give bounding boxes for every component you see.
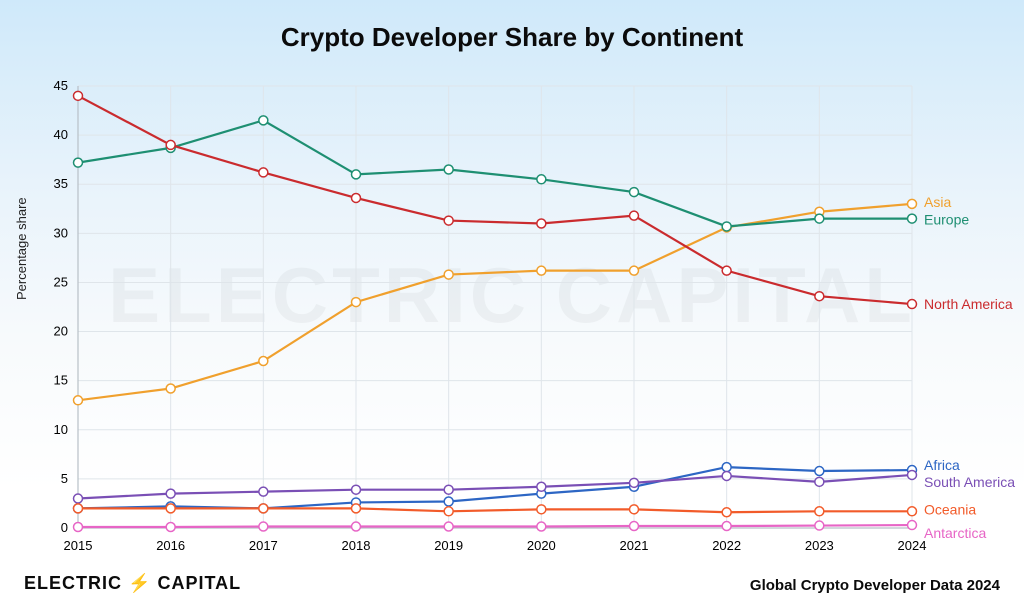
series-marker <box>815 292 824 301</box>
series-line-antarctica <box>78 525 912 527</box>
series-marker <box>630 211 639 220</box>
y-tick-label: 30 <box>54 225 68 240</box>
series-marker <box>74 504 83 513</box>
x-tick-label: 2024 <box>898 538 927 553</box>
series-marker <box>352 298 361 307</box>
series-marker <box>908 199 917 208</box>
series-marker <box>722 508 731 517</box>
x-tick-label: 2022 <box>712 538 741 553</box>
series-marker <box>722 471 731 480</box>
x-tick-label: 2020 <box>527 538 556 553</box>
series-label-north-america: North America <box>924 296 1013 312</box>
series-marker <box>444 485 453 494</box>
series-line-oceania <box>78 508 912 512</box>
series-marker <box>444 270 453 279</box>
series-marker <box>815 467 824 476</box>
series-marker <box>74 523 83 532</box>
series-marker <box>722 266 731 275</box>
series-label-south-america: South America <box>924 474 1015 490</box>
chart-svg: 0 5 10 15 20 25 30 35 40 45 2015 2016 2017 2018 2019 20… <box>0 0 1024 612</box>
series-marker <box>166 384 175 393</box>
series-label-antarctica: Antarctica <box>924 525 986 541</box>
series-marker <box>908 507 917 516</box>
x-tick-label: 2016 <box>156 538 185 553</box>
bolt-icon: ⚡ <box>128 573 151 593</box>
series-marker <box>537 175 546 184</box>
footer-brand: ELECTRIC ⚡ CAPITAL <box>24 573 241 594</box>
y-tick-label: 15 <box>54 373 68 388</box>
y-tick-label: 25 <box>54 274 68 289</box>
series-marker <box>537 219 546 228</box>
series-marker <box>444 507 453 516</box>
series-marker <box>259 504 268 513</box>
x-tick-label: 2018 <box>342 538 371 553</box>
series-marker <box>166 523 175 532</box>
x-tick-label: 2023 <box>805 538 834 553</box>
series-marker <box>74 158 83 167</box>
y-tick-label: 20 <box>54 324 68 339</box>
series-marker <box>166 504 175 513</box>
series-marker <box>908 521 917 530</box>
series-marker <box>352 170 361 179</box>
series-marker <box>630 522 639 531</box>
series-marker <box>630 188 639 197</box>
y-tick-label: 10 <box>54 422 68 437</box>
series-marker <box>352 485 361 494</box>
series-marker <box>259 116 268 125</box>
grid <box>78 86 912 528</box>
series-marker <box>74 91 83 100</box>
chart-area: 0 5 10 15 20 25 30 35 40 45 2015 2016 2017 2018 2019 20… <box>0 0 1024 612</box>
y-tick-label: 35 <box>54 176 68 191</box>
series-marker <box>630 266 639 275</box>
y-tick-label: 45 <box>54 78 68 93</box>
y-tick-label: 40 <box>54 127 68 142</box>
series-marker <box>722 522 731 531</box>
series-marker <box>166 140 175 149</box>
series-marker <box>908 300 917 309</box>
series-marker <box>630 478 639 487</box>
series-marker <box>537 505 546 514</box>
y-tick-label: 0 <box>61 520 68 535</box>
series-marker <box>537 522 546 531</box>
series-marker <box>259 522 268 531</box>
series-marker <box>537 266 546 275</box>
x-tick-label: 2021 <box>620 538 649 553</box>
y-tick-label: 5 <box>61 471 68 486</box>
brand-word-1: ELECTRIC <box>24 573 122 593</box>
x-tick-label: 2015 <box>64 538 93 553</box>
series-marker <box>259 357 268 366</box>
series-marker <box>444 216 453 225</box>
series-line-europe <box>78 120 912 226</box>
series-marker <box>74 396 83 405</box>
series-marker <box>722 463 731 472</box>
series-marker <box>352 193 361 202</box>
series-marker <box>352 522 361 531</box>
series-marker <box>815 521 824 530</box>
series-label-asia: Asia <box>924 194 951 210</box>
footer-source: Global Crypto Developer Data 2024 <box>750 577 1000 594</box>
series-marker <box>630 505 639 514</box>
series-marker <box>722 222 731 231</box>
series-marker <box>259 487 268 496</box>
series-marker <box>352 504 361 513</box>
series-label-oceania: Oceania <box>924 501 976 517</box>
series-marker <box>815 477 824 486</box>
series-marker <box>537 482 546 491</box>
x-tick-label: 2017 <box>249 538 278 553</box>
series-marker <box>444 497 453 506</box>
series-marker <box>908 214 917 223</box>
series-marker <box>259 168 268 177</box>
series-marker <box>166 489 175 498</box>
series-marker <box>815 507 824 516</box>
series-marker <box>444 165 453 174</box>
series-label-europe: Europe <box>924 212 969 228</box>
brand-word-2: CAPITAL <box>157 573 241 593</box>
series-label-africa: Africa <box>924 457 960 473</box>
x-tick-label: 2019 <box>434 538 463 553</box>
series-marker <box>444 522 453 531</box>
series-marker <box>908 470 917 479</box>
series-marker <box>815 214 824 223</box>
series-marker <box>74 494 83 503</box>
